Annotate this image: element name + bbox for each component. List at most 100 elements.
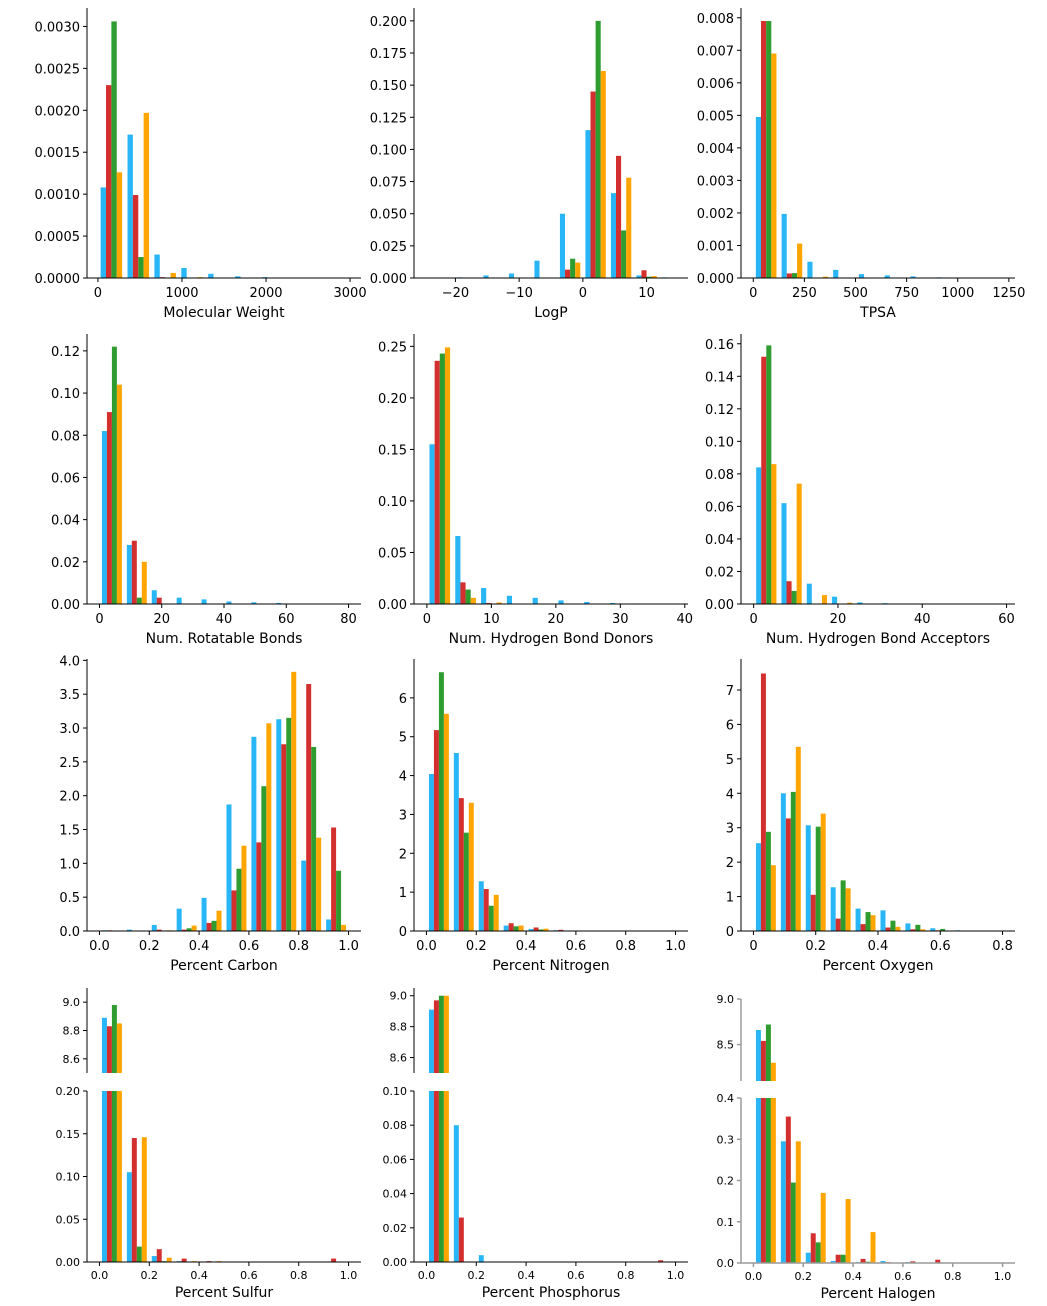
x-axis-label: Percent Carbon bbox=[170, 958, 278, 974]
bar-red bbox=[434, 360, 440, 604]
bar-green bbox=[465, 589, 471, 604]
bar-green bbox=[439, 353, 445, 604]
bar-blue bbox=[610, 193, 616, 278]
y-tick-label: 0.10 bbox=[56, 1171, 81, 1184]
y-tick-label: 0.08 bbox=[383, 1119, 408, 1132]
y-tick-label: 0.00 bbox=[383, 1256, 408, 1269]
bar-green bbox=[111, 1091, 117, 1262]
bar-green bbox=[765, 831, 771, 931]
bar-green bbox=[438, 672, 444, 931]
y-tick-label: 0.1 bbox=[717, 1216, 735, 1229]
bar-blue bbox=[201, 897, 207, 931]
bar-blue bbox=[429, 444, 435, 604]
bar-orange bbox=[821, 595, 827, 604]
bar-blue bbox=[755, 843, 761, 931]
bar-orange bbox=[141, 561, 147, 604]
y-tick-label: 0.0005 bbox=[35, 230, 81, 245]
bar-blue bbox=[126, 929, 132, 931]
bar-blue bbox=[201, 599, 207, 604]
bar-blue bbox=[251, 736, 257, 931]
bar-blue bbox=[806, 583, 812, 604]
bar-red bbox=[181, 1258, 187, 1262]
x-tick-label: 10 bbox=[638, 286, 655, 301]
x-tick-label: 60 bbox=[998, 612, 1015, 627]
bar-green bbox=[111, 346, 117, 604]
bar-orange bbox=[771, 53, 777, 278]
bar-orange bbox=[496, 602, 502, 604]
bar-red bbox=[760, 1098, 766, 1263]
y-tick-label: 0.0015 bbox=[35, 146, 81, 161]
histogram-panel: 0.0 0.5 1.0 1.5 2.0 2.5 3.0 3.5 4.0 0.0 0.2 0.4 0.6 0… bbox=[59, 654, 361, 974]
bar-blue bbox=[584, 601, 590, 604]
bar-red bbox=[331, 827, 337, 931]
x-axis-label: Num. Hydrogen Bond Acceptors bbox=[766, 631, 990, 647]
bar-orange bbox=[822, 276, 828, 278]
bar-green bbox=[186, 928, 192, 931]
bar-blue bbox=[428, 1091, 434, 1262]
bar-blue bbox=[532, 597, 538, 604]
bar-orange bbox=[216, 910, 222, 931]
bar-red bbox=[910, 1261, 916, 1263]
x-tick-label: 40 bbox=[914, 612, 931, 627]
bar-red bbox=[181, 929, 187, 931]
y-tick-label: 0.15 bbox=[378, 443, 407, 458]
x-tick-label: 0.4 bbox=[868, 939, 889, 954]
bar-blue bbox=[780, 793, 786, 931]
y-tick-label: 1 bbox=[399, 886, 407, 901]
bar-blue bbox=[453, 1125, 459, 1262]
y-tick-label: 0.00 bbox=[705, 598, 734, 613]
y-tick-label: 0.2 bbox=[717, 1175, 735, 1188]
bar-blue bbox=[833, 269, 839, 278]
bar-green bbox=[538, 929, 544, 931]
bar-orange bbox=[820, 1192, 826, 1263]
y-tick-label: 0.08 bbox=[51, 429, 80, 444]
x-tick-label: 1000 bbox=[941, 286, 974, 301]
bar-green bbox=[646, 276, 652, 278]
bar-blue bbox=[858, 274, 865, 278]
y-tick-label: 0.25 bbox=[378, 340, 407, 355]
x-tick-label: 1.0 bbox=[994, 1270, 1012, 1283]
y-tick-label: 1.0 bbox=[59, 857, 80, 872]
bar-green bbox=[840, 880, 846, 931]
bar-blue bbox=[780, 1141, 786, 1263]
y-tick-label: 0.150 bbox=[370, 79, 407, 94]
bar-red bbox=[156, 929, 162, 931]
bar-blue bbox=[276, 719, 282, 931]
bar-red bbox=[760, 673, 766, 931]
bar-blue bbox=[910, 276, 916, 278]
y-tick-label: 0.02 bbox=[51, 556, 80, 571]
upper-y-tick-label: 9.0 bbox=[63, 996, 81, 1009]
x-tick-label: 1.0 bbox=[667, 1269, 685, 1282]
y-tick-label: 0.3 bbox=[717, 1133, 735, 1146]
bar-orange bbox=[493, 894, 499, 931]
bar-green bbox=[840, 1254, 846, 1263]
y-tick-label: 0.075 bbox=[370, 176, 407, 191]
x-axis-label: Percent Nitrogen bbox=[492, 958, 609, 974]
x-tick-label: 0.4 bbox=[189, 939, 210, 954]
x-tick-label: 0.8 bbox=[615, 939, 636, 954]
bar-orange bbox=[444, 347, 451, 604]
y-tick-label: 0.001 bbox=[697, 239, 734, 254]
bar-red-upper bbox=[760, 1040, 766, 1081]
y-tick-label: 2 bbox=[399, 847, 407, 862]
bar-blue bbox=[884, 275, 890, 278]
x-tick-label: 0 bbox=[423, 612, 431, 627]
bar-orange bbox=[795, 746, 801, 931]
bar-blue bbox=[508, 273, 515, 278]
y-tick-label: 0.04 bbox=[51, 514, 80, 529]
bar-orange bbox=[166, 1257, 172, 1262]
x-tick-label: 1250 bbox=[992, 286, 1025, 301]
bar-blue bbox=[880, 1260, 886, 1263]
bar-green bbox=[463, 832, 469, 931]
bar-blue bbox=[506, 595, 512, 604]
bar-orange bbox=[143, 112, 150, 279]
y-tick-label: 7 bbox=[726, 684, 734, 699]
y-tick-label: 0.125 bbox=[370, 111, 407, 126]
bar-blue-upper bbox=[755, 1029, 761, 1081]
bar-red bbox=[460, 582, 466, 604]
y-tick-label: 2.0 bbox=[59, 790, 80, 805]
bar-blue bbox=[781, 503, 787, 604]
x-tick-label: 0.6 bbox=[894, 1270, 912, 1283]
bar-red bbox=[131, 540, 137, 604]
bar-red bbox=[156, 1249, 162, 1262]
